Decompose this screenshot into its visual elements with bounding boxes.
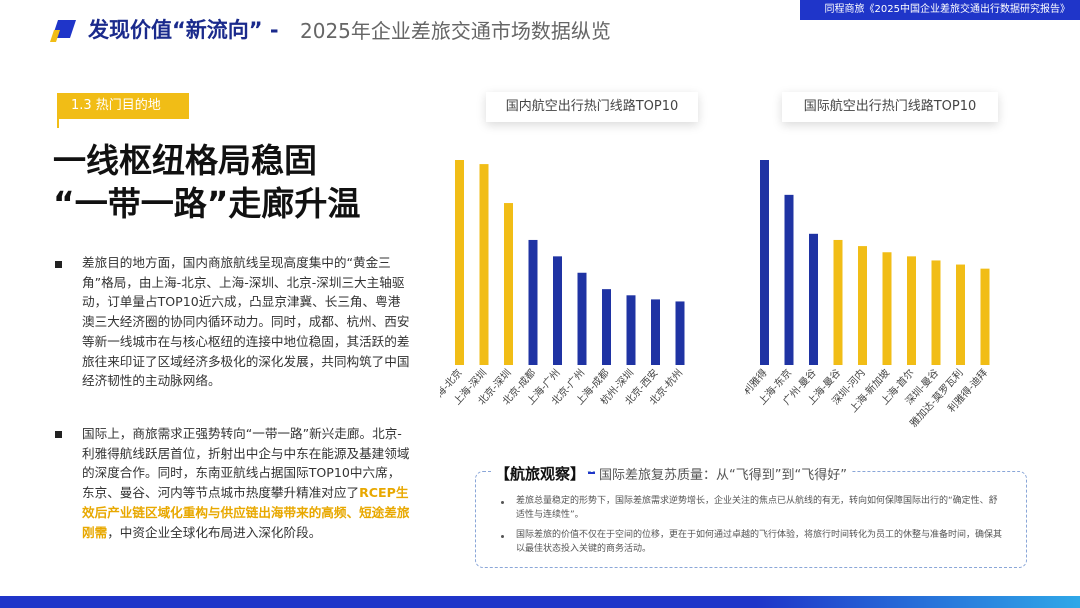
observation-item: 差旅总量稳定的形势下，国际差旅需求逆势增长，企业关注的焦点已从航线的有无，转向如… [516, 496, 998, 520]
international-bar [809, 233, 818, 365]
international-bar [882, 252, 892, 365]
source-tag: 同程商旅《2025中国企业差旅交通出行数据研究报告》 [824, 4, 1070, 15]
domestic-chart-title: 国内航空出行热门线路TOP10 [486, 92, 698, 122]
main-title: 一线枢纽格局稳固 “一带一路”走廊升温 [53, 139, 360, 225]
domestic-bar [504, 203, 513, 365]
international-bar [980, 268, 990, 365]
domestic-bar [675, 301, 685, 365]
international-routes-chart: 北京-利雅得上海-东京广州-曼谷上海-曼谷深圳-河内上海-新加坡上海-首尔深圳-… [745, 160, 990, 430]
header-subtitle: 2025年企业差旅交通市场数据纵览 [300, 19, 611, 43]
international-bar [907, 256, 916, 365]
domestic-bar [651, 299, 660, 365]
domestic-bar [479, 164, 489, 365]
domestic-bar [553, 256, 562, 365]
bullet-square-icon [55, 431, 62, 438]
bullet-square-icon [55, 261, 62, 268]
international-bar [931, 260, 941, 365]
main-title-line1: 一线枢纽格局稳固 [53, 141, 317, 180]
domestic-bar [602, 289, 611, 365]
paragraph-international-text: 国际上，商旅需求正强势转向“一带一路”新兴走廊。北京-利雅得航线跃居首位，折射出… [82, 426, 410, 501]
domestic-bar [626, 295, 636, 365]
header-title: 发现价值“新流向” - [88, 18, 279, 42]
section-tag-decoration [57, 119, 189, 128]
observation-item: 国际差旅的价值不仅在于空间的位移，更在于如何通过卓越的飞行体验，将旅行时间转化为… [516, 530, 1003, 554]
international-chart-title: 国际航空出行热门线路TOP10 [782, 92, 998, 122]
international-bar [858, 246, 867, 365]
paragraph-international: 国际上，商旅需求正强势转向“一带一路”新兴走廊。北京-利雅得航线跃居首位，折射出… [82, 424, 412, 542]
observation-subtitle: 国际差旅复苏质量：从“飞得到”到“飞得好” [595, 464, 851, 483]
domestic-bar [577, 272, 587, 365]
domestic-bar [455, 160, 464, 365]
international-bar [760, 160, 769, 365]
international-bar [784, 194, 794, 365]
source-tag-bar: 同程商旅《2025中国企业差旅交通出行数据研究报告》 [800, 0, 1080, 20]
paragraph-highlight: RCEP生效后产业链区域化重构与供应链出海带来的高频、短途差旅刚需 [82, 485, 410, 540]
bottom-gradient-bar [0, 596, 1080, 608]
paragraph-international-suffix: ，中资企业全球化布局进入深化阶段。 [107, 524, 322, 540]
observation-bullet-icon [501, 501, 504, 504]
international-bar [956, 264, 965, 365]
international-bar [833, 239, 843, 365]
paragraph-domestic: 差旅目的地方面，国内商旅航线呈现高度集中的“黄金三角”格局，由上海-北京、上海-… [82, 255, 410, 389]
section-tag: 1.3 热门目的地 [57, 93, 189, 119]
domestic-bar [528, 239, 538, 365]
main-title-line2: “一带一路”走廊升温 [53, 184, 361, 223]
domestic-routes-chart: 上海-北京上海-深圳北京-深圳北京-成都上海-广州北京-广州上海-成都杭州-深圳… [440, 160, 685, 407]
observation-bullet-icon [501, 535, 504, 538]
observation-title: 【航旅观察】 [493, 463, 588, 484]
brand-logo-icon [50, 20, 76, 42]
